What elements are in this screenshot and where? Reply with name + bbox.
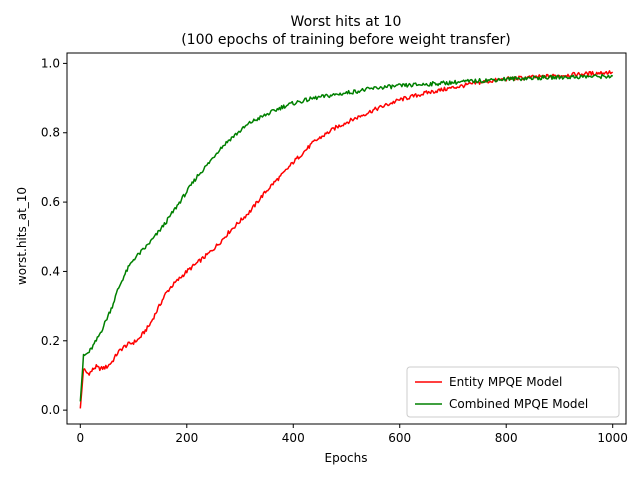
series-line-0 xyxy=(79,70,614,409)
x-axis-label: Epochs xyxy=(325,451,368,465)
y-axis-label: worst.hits_at_10 xyxy=(15,187,29,285)
y-tick-label: 0.2 xyxy=(41,334,60,348)
x-tick-label: 800 xyxy=(495,431,518,445)
x-tick-label: 1000 xyxy=(597,431,628,445)
series-line-1 xyxy=(79,73,614,402)
x-tick-label: 0 xyxy=(76,431,84,445)
axes-frame xyxy=(66,52,627,425)
legend-box xyxy=(406,366,620,418)
chart-subtitle: (100 epochs of training before weight tr… xyxy=(181,32,511,48)
chart-title: Worst hits at 10 xyxy=(291,14,402,30)
y-tick-label: 1.0 xyxy=(41,56,60,70)
y-tick-label: 0.8 xyxy=(41,126,60,140)
y-tick-label: 0.4 xyxy=(41,264,60,278)
legend-label-1: Combined MPQE Model xyxy=(449,397,588,411)
y-tick-label: 0.0 xyxy=(41,403,60,417)
plot-area: 0 200 400 600 800 1000 0.0 0.2 0.4 0.6 0.8 1.0 xyxy=(41,52,628,445)
x-tick-label: 200 xyxy=(175,431,198,445)
legend-label-0: Entity MPQE Model xyxy=(449,375,562,389)
legend: Entity MPQE Model Combined MPQE Model xyxy=(406,366,620,418)
y-tick-label: 0.6 xyxy=(41,195,60,209)
x-tick-label: 600 xyxy=(388,431,411,445)
x-tick-label: 400 xyxy=(282,431,305,445)
